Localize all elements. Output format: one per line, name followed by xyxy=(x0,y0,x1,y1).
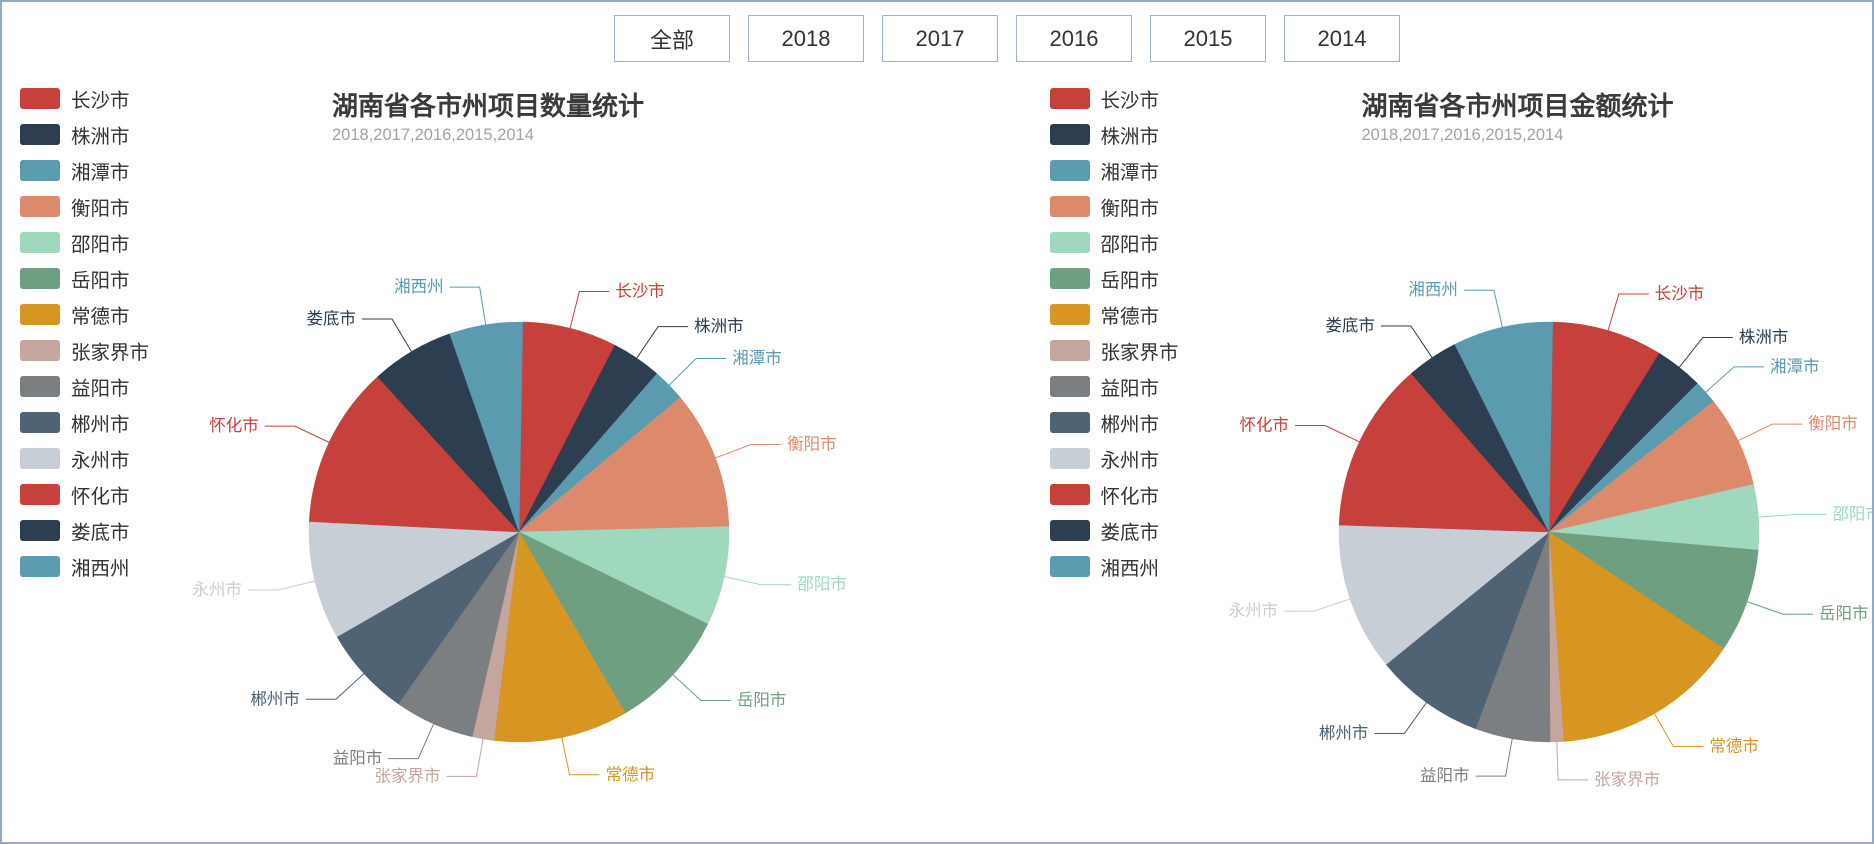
svg-text:邵阳市: 邵阳市 xyxy=(1832,504,1874,523)
svg-text:娄底市: 娄底市 xyxy=(1325,316,1375,335)
svg-text:张家界市: 张家界市 xyxy=(1594,770,1660,789)
svg-text:湘西州: 湘西州 xyxy=(394,277,444,296)
svg-text:常德市: 常德市 xyxy=(606,765,656,784)
svg-text:张家界市: 张家界市 xyxy=(375,766,441,785)
svg-text:郴州市: 郴州市 xyxy=(1318,723,1368,742)
svg-text:湘潭市: 湘潭市 xyxy=(1770,357,1820,376)
svg-text:岳阳市: 岳阳市 xyxy=(1818,604,1868,623)
svg-text:岳阳市: 岳阳市 xyxy=(737,691,787,710)
svg-text:郴州市: 郴州市 xyxy=(250,689,300,708)
svg-text:株洲市: 株洲市 xyxy=(694,317,744,336)
svg-text:湘潭市: 湘潭市 xyxy=(732,349,782,368)
svg-text:怀化市: 怀化市 xyxy=(209,416,259,435)
svg-text:长沙市: 长沙市 xyxy=(1654,284,1704,303)
svg-text:永州市: 永州市 xyxy=(1228,601,1278,620)
svg-text:株洲市: 株洲市 xyxy=(1738,327,1788,346)
svg-text:湘西州: 湘西州 xyxy=(1408,280,1458,299)
svg-text:衡阳市: 衡阳市 xyxy=(1808,414,1858,433)
svg-text:益阳市: 益阳市 xyxy=(333,749,383,768)
svg-text:长沙市: 长沙市 xyxy=(615,281,665,300)
svg-text:常德市: 常德市 xyxy=(1709,737,1759,756)
svg-text:怀化市: 怀化市 xyxy=(1239,415,1289,434)
svg-text:衡阳市: 衡阳市 xyxy=(787,435,837,454)
svg-text:邵阳市: 邵阳市 xyxy=(797,575,847,594)
svg-text:娄底市: 娄底市 xyxy=(307,309,357,328)
svg-text:益阳市: 益阳市 xyxy=(1420,766,1470,785)
svg-text:永州市: 永州市 xyxy=(192,580,242,599)
